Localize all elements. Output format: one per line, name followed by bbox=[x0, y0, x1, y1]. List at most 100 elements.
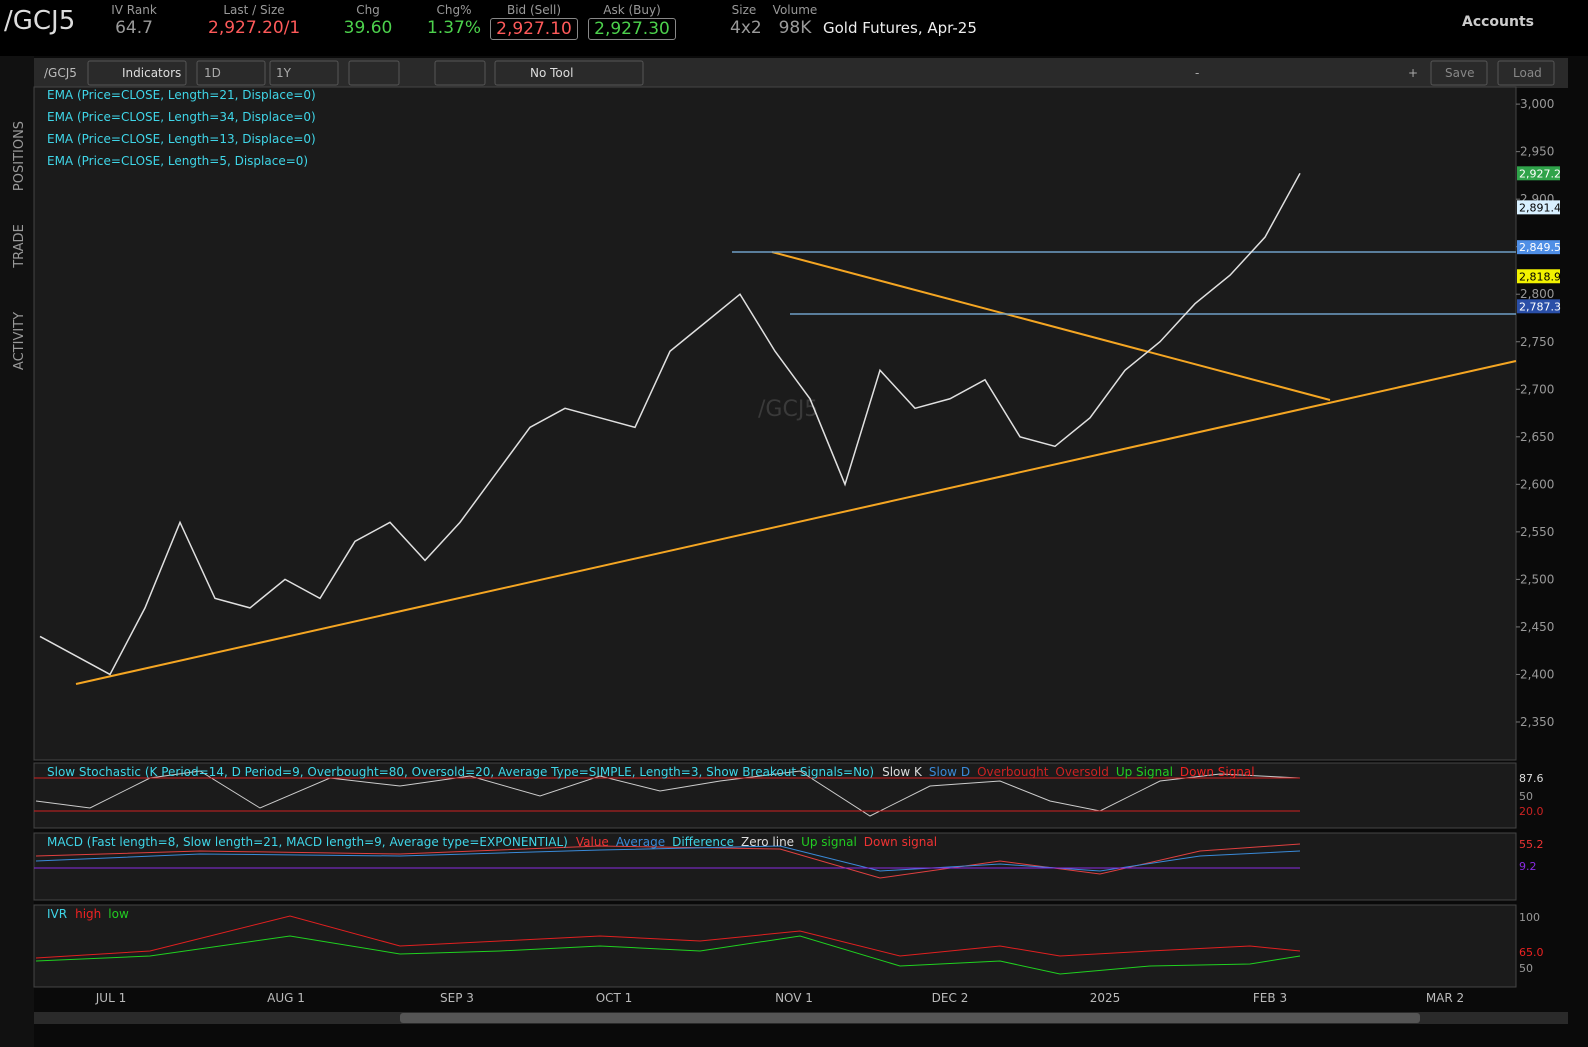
price-line bbox=[39, 172, 1301, 676]
study-label: EMA (Price=CLOSE, Length=5, Displace=0) bbox=[47, 154, 308, 168]
field-value: 2,927.30 bbox=[588, 18, 676, 40]
field-label: Last / Size bbox=[223, 3, 285, 17]
x-tick-label: AUG 1 bbox=[267, 991, 305, 1005]
toolbar-button[interactable] bbox=[434, 60, 486, 86]
quote-field: Chg 39.60 bbox=[338, 3, 398, 38]
quote-field: Size 4x2 bbox=[730, 3, 762, 38]
legend-entry: low bbox=[108, 907, 129, 921]
x-tick-label: MAR 2 bbox=[1426, 991, 1464, 1005]
chart-area: /GCJ5 Indicators 1D 1Y No Tool - + Save Load POSI… bbox=[0, 56, 1588, 1047]
toolbar-button[interactable] bbox=[269, 60, 339, 86]
stochastic-line bbox=[35, 770, 1301, 817]
toolbar-item[interactable]: Indicators bbox=[122, 66, 181, 80]
ivr-title: IVR bbox=[47, 907, 67, 921]
x-tick-label: SEP 3 bbox=[440, 991, 474, 1005]
toolbar-button[interactable] bbox=[196, 60, 266, 86]
toolbar-item[interactable]: /GCJ5 bbox=[44, 66, 77, 80]
y-tick-label: 2,450 bbox=[1520, 620, 1554, 634]
value: 64.7 bbox=[115, 18, 153, 38]
toolbar-item[interactable]: Load bbox=[1513, 66, 1542, 80]
accounts-button[interactable]: Accounts bbox=[1462, 14, 1535, 30]
value: 1.37% bbox=[426, 18, 481, 38]
toolbar-button[interactable] bbox=[348, 60, 400, 86]
legend-entry: high bbox=[75, 907, 101, 921]
field-label: Bid (Sell) bbox=[506, 3, 562, 17]
toolbar-item[interactable]: - bbox=[1195, 66, 1199, 80]
stochastic-tag: 20.0 bbox=[1519, 805, 1544, 818]
macd-panel bbox=[33, 832, 1517, 901]
macd-line bbox=[35, 843, 1301, 879]
legend-entry: Slow D bbox=[929, 765, 970, 779]
legend-entry: Difference bbox=[672, 835, 734, 849]
trend-line bbox=[771, 251, 1331, 401]
price-tag-label: 2,891.4 bbox=[1519, 201, 1561, 214]
size: /1 bbox=[283, 18, 301, 38]
macd-tag: 55.2 bbox=[1519, 838, 1544, 851]
trend-line bbox=[75, 360, 1517, 685]
y-tick-label: 2,400 bbox=[1520, 667, 1554, 681]
side-tab[interactable]: ACTIVITY bbox=[12, 312, 27, 370]
value: 2,927.10 bbox=[496, 19, 572, 39]
stochastic-tag: 87.6 bbox=[1519, 772, 1544, 785]
price-tag-label: 2,787.3 bbox=[1519, 300, 1561, 313]
toolbar-item[interactable]: Save bbox=[1445, 66, 1474, 80]
field-value: 64.7 bbox=[108, 18, 160, 38]
value: 2,927.20 bbox=[208, 18, 284, 38]
price-panel bbox=[33, 86, 1517, 761]
toolbar-button[interactable] bbox=[87, 60, 187, 86]
value: 4x2 bbox=[730, 18, 762, 38]
price-tag bbox=[1517, 269, 1560, 284]
legend-entry: Slow K bbox=[882, 765, 923, 779]
x-tick-label: OCT 1 bbox=[596, 991, 633, 1005]
y-tick-label: 2,750 bbox=[1520, 335, 1554, 349]
study-label: EMA (Price=CLOSE, Length=34, Displace=0) bbox=[47, 110, 316, 124]
field-label: Chg% bbox=[436, 3, 472, 17]
quote-field: Chg% 1.37% bbox=[425, 3, 483, 38]
field-label: Size bbox=[731, 3, 757, 17]
price-tag-label: 2,849.5 bbox=[1519, 241, 1561, 254]
legend-entry: Down signal bbox=[864, 835, 937, 849]
value: 2,927.30 bbox=[594, 19, 670, 39]
field-value: 2,927.20/1 bbox=[208, 18, 300, 38]
toolbar-item[interactable]: 1D bbox=[204, 66, 221, 80]
price-tag bbox=[1517, 299, 1560, 314]
scroll-thumb[interactable] bbox=[400, 1013, 1420, 1023]
field-label: IV Rank bbox=[111, 3, 157, 17]
field-value: 98K bbox=[770, 18, 820, 38]
price-tag bbox=[1517, 200, 1560, 215]
x-tick-label: FEB 3 bbox=[1253, 991, 1287, 1005]
ivr-tag: 65.0 bbox=[1519, 946, 1544, 959]
y-tick-label: 3,000 bbox=[1520, 97, 1554, 111]
field-label: Ask (Buy) bbox=[603, 3, 661, 17]
side-tab[interactable]: TRADE bbox=[12, 224, 27, 269]
y-tick-label: 2,700 bbox=[1520, 382, 1554, 396]
x-tick-label: DEC 2 bbox=[932, 991, 969, 1005]
price-tag bbox=[1517, 166, 1560, 181]
legend-entry: Oversold bbox=[1055, 765, 1108, 779]
quote-field: IV Rank 64.7 bbox=[108, 3, 160, 38]
legend-entry: Average bbox=[616, 835, 665, 849]
side-bar bbox=[0, 56, 34, 1047]
quote-field: Last / Size 2,927.20/1 bbox=[208, 3, 300, 38]
legend-entry: Overbought bbox=[977, 765, 1049, 779]
ivr-low bbox=[35, 935, 1301, 975]
quote-bar: /GCJ5 IV Rank 64.7 Last / Size 2,927.20/1 Ch… bbox=[0, 0, 1588, 56]
symbol: /GCJ5 bbox=[4, 6, 76, 36]
toolbar-button[interactable] bbox=[494, 60, 644, 86]
description: Gold Futures, Apr-25 bbox=[823, 19, 977, 37]
side-tab[interactable]: POSITIONS bbox=[12, 121, 27, 191]
toolbar bbox=[34, 58, 1568, 88]
toolbar-button[interactable] bbox=[1497, 60, 1555, 86]
quote-field: Bid (Sell) 2,927.10 bbox=[490, 3, 578, 40]
price-tag bbox=[1517, 240, 1560, 255]
toolbar-button[interactable] bbox=[1430, 60, 1488, 86]
field-label: Volume bbox=[772, 3, 818, 17]
x-tick-label: NOV 1 bbox=[775, 991, 813, 1005]
stochastic-tag: 50 bbox=[1519, 790, 1533, 803]
y-tick-label: 2,600 bbox=[1520, 477, 1554, 491]
x-tick-label: 2025 bbox=[1090, 991, 1121, 1005]
toolbar-item[interactable]: No Tool bbox=[530, 66, 573, 80]
y-tick-label: 2,650 bbox=[1520, 430, 1554, 444]
toolbar-item[interactable]: 1Y bbox=[276, 66, 292, 80]
toolbar-item[interactable]: + bbox=[1408, 66, 1418, 80]
